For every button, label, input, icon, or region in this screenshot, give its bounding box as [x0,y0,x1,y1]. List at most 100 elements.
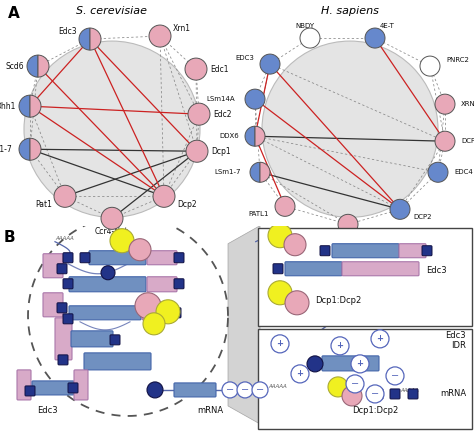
Text: Dhh1: Dhh1 [0,102,16,111]
Circle shape [268,224,292,248]
Circle shape [386,367,404,385]
Circle shape [245,89,265,109]
Text: +: + [297,369,303,378]
FancyBboxPatch shape [84,353,151,370]
FancyBboxPatch shape [32,381,74,395]
Circle shape [149,25,171,47]
FancyBboxPatch shape [63,314,73,324]
Text: −: − [351,379,359,389]
Circle shape [338,214,358,234]
Circle shape [268,281,292,305]
Text: Dcp1:Dcp2: Dcp1:Dcp2 [315,296,361,305]
Wedge shape [30,95,41,117]
Polygon shape [228,226,260,424]
Wedge shape [79,28,90,50]
Text: Scd6: Scd6 [5,62,24,71]
Circle shape [371,330,389,348]
Wedge shape [90,28,101,50]
FancyBboxPatch shape [110,335,120,345]
Text: −: − [391,371,399,381]
FancyBboxPatch shape [71,331,113,347]
FancyBboxPatch shape [80,253,90,263]
FancyBboxPatch shape [68,383,78,393]
Circle shape [186,140,208,162]
Wedge shape [19,138,30,160]
FancyBboxPatch shape [422,246,432,256]
Text: +: + [337,342,344,350]
Text: DCP2: DCP2 [413,214,431,220]
Text: Edc3: Edc3 [446,331,466,340]
FancyBboxPatch shape [58,355,68,365]
Text: Xrn1: Xrn1 [173,23,191,33]
Text: AAAAA: AAAAA [268,384,287,389]
Text: Edc3: Edc3 [58,26,77,36]
FancyBboxPatch shape [285,262,342,276]
FancyBboxPatch shape [57,303,67,313]
Text: LSm1-7: LSm1-7 [0,145,12,154]
Text: A: A [8,6,20,21]
Wedge shape [245,126,255,146]
Text: Pat1: Pat1 [35,200,52,209]
Text: −: − [256,385,264,395]
Text: PNRC2: PNRC2 [446,57,469,63]
Circle shape [54,185,76,207]
Wedge shape [19,95,30,117]
FancyBboxPatch shape [74,370,88,400]
FancyBboxPatch shape [332,244,399,258]
FancyBboxPatch shape [273,264,283,274]
Circle shape [110,229,134,253]
Circle shape [147,382,163,398]
Text: +: + [376,334,383,343]
FancyBboxPatch shape [25,386,35,396]
Wedge shape [30,138,41,160]
Circle shape [135,293,161,319]
Text: IDR: IDR [451,342,466,350]
Wedge shape [260,162,270,182]
Text: AAAAA: AAAAA [400,388,419,393]
Circle shape [420,56,440,76]
Text: EDC4: EDC4 [454,169,473,175]
Text: 4E-T: 4E-T [380,23,395,29]
Text: EDC3: EDC3 [235,55,254,61]
Wedge shape [38,55,49,77]
Circle shape [366,385,384,403]
FancyBboxPatch shape [373,389,383,399]
Circle shape [222,382,238,398]
Circle shape [262,41,438,217]
FancyBboxPatch shape [142,306,174,320]
Text: mRNA: mRNA [440,389,466,398]
Circle shape [185,58,207,80]
Circle shape [129,239,151,261]
Circle shape [24,41,200,217]
Circle shape [237,382,253,398]
Circle shape [390,199,410,219]
Circle shape [365,28,385,48]
FancyBboxPatch shape [320,246,330,256]
FancyBboxPatch shape [174,279,184,289]
Circle shape [260,54,280,74]
FancyBboxPatch shape [258,228,472,326]
FancyBboxPatch shape [69,277,146,292]
Circle shape [300,28,320,48]
Text: LSm1-7: LSm1-7 [215,169,241,175]
Circle shape [271,335,289,353]
Circle shape [284,233,306,256]
FancyBboxPatch shape [322,356,379,371]
FancyBboxPatch shape [43,254,63,278]
Text: mRNA: mRNA [197,406,223,415]
FancyBboxPatch shape [174,253,184,263]
Text: Edc1: Edc1 [210,65,228,74]
Text: Dcp2: Dcp2 [177,200,197,209]
FancyBboxPatch shape [174,383,216,397]
Text: +: + [356,359,364,368]
FancyBboxPatch shape [147,277,177,292]
FancyBboxPatch shape [390,389,400,399]
Text: LSm14A: LSm14A [206,96,235,102]
Text: H. sapiens: H. sapiens [321,6,379,16]
Circle shape [143,313,165,335]
Text: +: + [276,339,283,349]
FancyBboxPatch shape [147,251,177,265]
Text: Edc3: Edc3 [426,266,447,275]
Circle shape [346,375,364,393]
Circle shape [307,356,323,372]
